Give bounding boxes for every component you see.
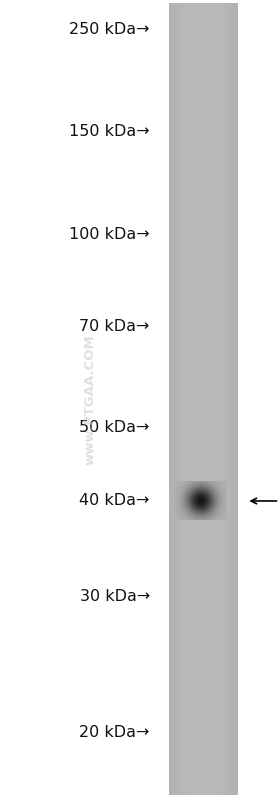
Text: 20 kDa→: 20 kDa→ bbox=[80, 725, 150, 740]
Text: 50 kDa→: 50 kDa→ bbox=[80, 420, 150, 435]
Text: www.PTGAA.COM: www.PTGAA.COM bbox=[83, 334, 96, 465]
Text: 70 kDa→: 70 kDa→ bbox=[80, 320, 150, 334]
Bar bbox=[169, 4, 238, 795]
Text: 30 kDa→: 30 kDa→ bbox=[80, 590, 150, 604]
Text: 150 kDa→: 150 kDa→ bbox=[69, 124, 150, 138]
Text: 250 kDa→: 250 kDa→ bbox=[69, 22, 150, 37]
Text: 100 kDa→: 100 kDa→ bbox=[69, 228, 150, 242]
Text: 40 kDa→: 40 kDa→ bbox=[80, 494, 150, 508]
